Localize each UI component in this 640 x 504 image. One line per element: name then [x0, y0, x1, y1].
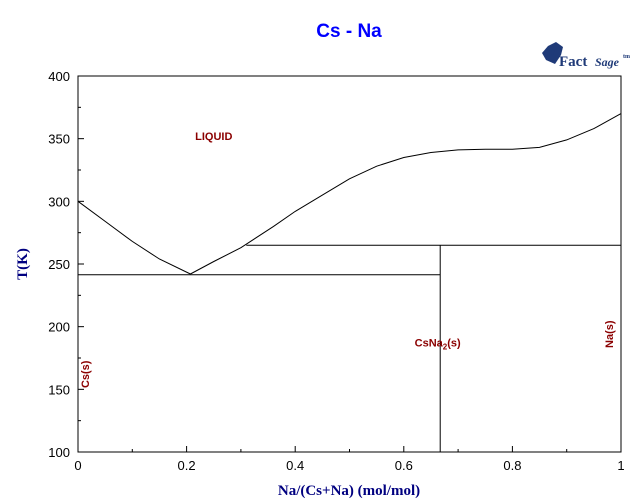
- region-label-tail: (s): [447, 338, 461, 350]
- x-tick-label: 1: [617, 458, 624, 473]
- x-tick-label: 0: [74, 458, 81, 473]
- y-tick-label: 100: [48, 445, 70, 460]
- region-label-subscript: 2: [443, 343, 448, 352]
- y-tick-label: 250: [48, 257, 70, 272]
- region-label-liquid: LIQUID: [195, 131, 232, 143]
- phase-boundary-line-2: [190, 113, 622, 275]
- y-tick-label: 200: [48, 320, 70, 335]
- factsage-logo: F Fact Sage tm: [542, 42, 630, 70]
- region-labels: LIQUID CsNa2(s) Cs(s) Na(s): [80, 131, 616, 388]
- logo-emblem-letter: F: [549, 48, 556, 60]
- phase-boundary-line-1: [77, 200, 191, 275]
- x-tick-label: 0.6: [395, 458, 413, 473]
- y-tick-label: 150: [48, 382, 70, 397]
- x-axis: 0 0.2 0.4 0.6 0.8 1: [74, 446, 625, 473]
- logo-emblem: [542, 42, 563, 64]
- phase-boundaries: [77, 113, 622, 452]
- y-tick-label: 350: [48, 132, 70, 147]
- region-label-main: CsNa: [415, 338, 444, 350]
- logo-trademark: tm: [623, 54, 630, 60]
- x-tick-label: 0.8: [503, 458, 521, 473]
- logo-word-sage: Sage: [595, 55, 620, 69]
- chart-title: Cs - Na: [316, 21, 382, 42]
- logo-word-fact: Fact: [559, 54, 587, 70]
- y-tick-label: 300: [48, 194, 70, 209]
- x-tick-label: 0.2: [178, 458, 196, 473]
- plot-frame: [77, 75, 622, 453]
- y-axis-label: T(K): [15, 248, 31, 280]
- y-tick-label: 400: [48, 69, 70, 84]
- region-label-nas: Na(s): [604, 320, 616, 348]
- region-label-css: Cs(s): [80, 360, 92, 388]
- x-axis-label: Na/(Cs+Na) (mol/mol): [278, 483, 420, 499]
- y-axis: 100 150 200 250 300 350 400: [48, 69, 84, 460]
- x-tick-label: 0.4: [286, 458, 304, 473]
- region-label-csna2: CsNa2(s): [415, 338, 461, 352]
